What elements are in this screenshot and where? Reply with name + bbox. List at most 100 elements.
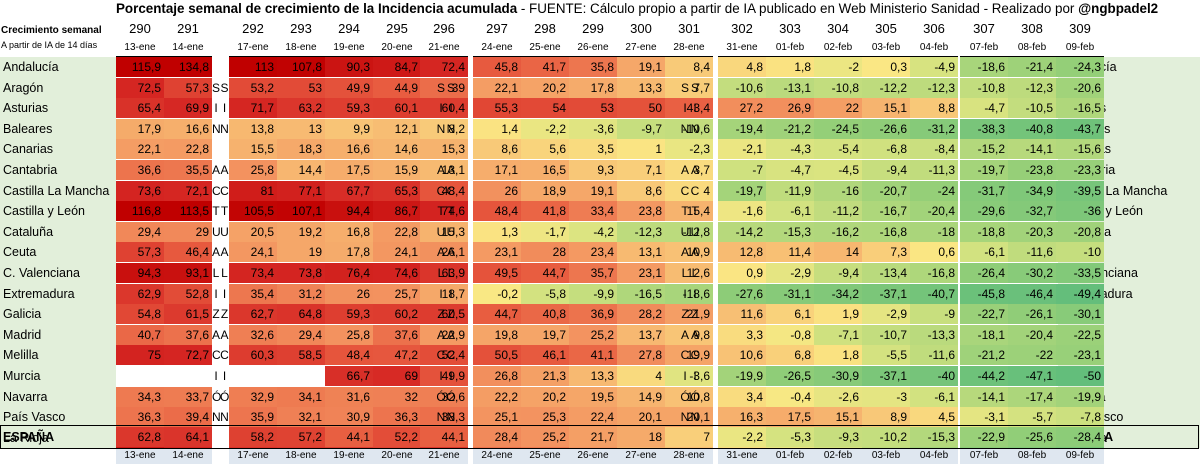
data-cell: -20,4: [910, 201, 958, 222]
column-date-bottom: 03-feb: [862, 448, 910, 464]
data-cell: -29,6: [960, 201, 1008, 222]
data-cell: 58,5: [277, 345, 325, 366]
weekend-letter: I: [693, 369, 697, 383]
column-date-top: 31-ene: [718, 40, 766, 57]
data-cell: -23,3: [1056, 160, 1104, 180]
data-cell: 60,4: [420, 98, 468, 119]
data-cell: 8,2: [420, 118, 468, 139]
data-cell: 32: [373, 386, 421, 407]
data-cell: 21,3: [521, 366, 569, 386]
data-cell: -31,1: [766, 283, 814, 304]
data-cell: -9,9: [569, 283, 617, 304]
weekend-letter: [436, 139, 446, 159]
column-date-bottom: 21-ene: [420, 448, 468, 464]
data-cell: 32,6: [229, 324, 277, 345]
data-cell: -21,4: [1008, 57, 1056, 77]
total-cell: 52,2: [373, 427, 421, 447]
column-number: 292: [242, 21, 264, 36]
weekend-letter: C: [436, 348, 446, 363]
weekend-letter: C: [690, 348, 700, 363]
data-cell: -10,8: [960, 77, 1008, 98]
data-cell: -16,5: [1056, 98, 1104, 119]
data-cell: 17,1: [473, 160, 521, 180]
column-date-top: 03-feb: [862, 40, 910, 57]
weekend-letter: I: [222, 101, 227, 116]
data-cell: -20,6: [1056, 77, 1104, 98]
weekend-letter: T: [437, 204, 445, 219]
weekend-letter: U: [690, 224, 700, 239]
data-cell: 0,6: [910, 242, 958, 263]
total-cell: -2,2: [718, 427, 766, 447]
data-cell: 107,8: [277, 57, 325, 77]
data-cell: 71,7: [229, 98, 277, 119]
weekend-letter: I: [449, 286, 453, 301]
data-cell: 11,4: [766, 242, 814, 263]
weekend-letter: C: [680, 348, 690, 363]
weekend-letter: C: [220, 348, 229, 363]
data-cell: 16,6: [325, 139, 373, 160]
data-cell: 115,9: [116, 57, 164, 77]
weekend-letter: T: [447, 204, 455, 219]
data-cell: -15,6: [1056, 139, 1104, 160]
data-cell: 35,9: [229, 407, 277, 428]
row-label-left: Cataluña: [3, 224, 54, 239]
data-cell: 6,1: [766, 304, 814, 325]
data-cell: 19,5: [569, 386, 617, 407]
weekend-letter: S: [446, 80, 455, 95]
column-date-top: 09-feb: [1056, 40, 1104, 57]
weekend-letter: I: [214, 101, 218, 116]
weekend-letter: S: [212, 80, 221, 95]
weekend-letter: N: [446, 410, 456, 425]
data-cell: -6,8: [862, 139, 910, 160]
row-label-left: Melilla: [3, 348, 39, 363]
data-cell: 22,8: [373, 221, 421, 242]
weekend-letter: N: [220, 410, 229, 425]
data-cell: 69: [373, 366, 421, 386]
column-date-bottom: 09-feb: [1056, 448, 1104, 464]
data-cell: 19,2: [277, 221, 325, 242]
data-cell: 26: [325, 283, 373, 304]
weekend-letter: N: [212, 121, 221, 136]
weekend-letter: N: [690, 121, 700, 136]
data-cell: 84,7: [373, 57, 421, 77]
weekend-letter: A: [212, 245, 221, 260]
row-label-left: C. Valenciana: [3, 266, 80, 280]
weekend-letter: C: [212, 183, 221, 198]
column-date-bottom: 19-ene: [325, 448, 373, 464]
data-cell: 34,1: [277, 386, 325, 407]
row-label-left: Madrid: [3, 327, 42, 342]
data-cell: -46,4: [1008, 283, 1056, 304]
weekend-letter: A: [446, 245, 455, 260]
data-cell: 113,5: [164, 201, 212, 222]
data-cell: 55,3: [473, 98, 521, 119]
total-cell: 7: [665, 427, 713, 447]
data-cell: 35,8: [569, 57, 617, 77]
data-cell: 26,9: [766, 98, 814, 119]
data-cell: 13,1: [617, 242, 665, 263]
total-cell: -25,6: [1008, 427, 1056, 447]
data-cell: 53: [569, 98, 617, 119]
data-cell: 22,2: [473, 386, 521, 407]
data-cell: 17,8: [325, 242, 373, 263]
data-cell: 28: [521, 242, 569, 263]
data-cell: 38,3: [420, 407, 468, 428]
data-cell: 17,8: [569, 77, 617, 98]
weekend-letter: [690, 57, 700, 77]
weekend-letter: I: [683, 286, 687, 301]
data-cell: 9,9: [325, 118, 373, 139]
data-cell: 40,8: [521, 304, 569, 325]
weekend-letter: I: [214, 369, 218, 383]
data-cell: 62,7: [229, 304, 277, 325]
column-date-top: 08-feb: [1008, 40, 1056, 57]
weekend-letter: C: [446, 348, 456, 363]
data-cell: -16,5: [617, 283, 665, 304]
data-cell: 37,6: [373, 324, 421, 345]
data-cell: -19,7: [960, 160, 1008, 180]
data-cell: -45,8: [960, 283, 1008, 304]
data-cell: -9,4: [862, 160, 910, 180]
data-cell: 13,8: [229, 118, 277, 139]
column-date-bottom: 01-feb: [766, 448, 814, 464]
data-cell: 77,1: [277, 180, 325, 201]
data-cell: 65,3: [373, 180, 421, 201]
weekend-letter: N: [212, 410, 221, 425]
